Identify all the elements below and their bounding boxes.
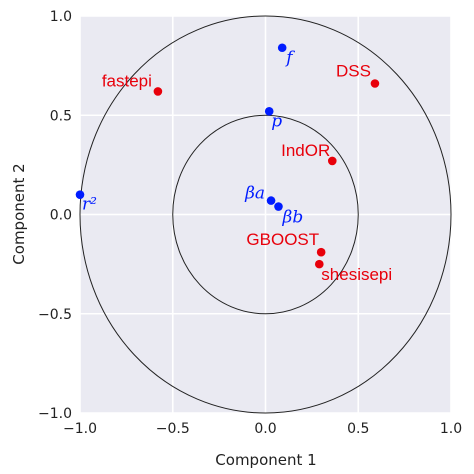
point-label: f (284, 48, 295, 68)
y-axis-label: Component 2 (10, 163, 28, 264)
data-point (316, 247, 326, 257)
data-point (370, 79, 380, 88)
x-axis-label: Component 1 (215, 451, 316, 469)
point-label: GBOOST (246, 230, 319, 249)
point-label: p (271, 111, 282, 131)
x-tick-label: −1.0 (63, 421, 97, 437)
data-point (277, 43, 287, 53)
reference-circles (79, 15, 452, 414)
data-point (153, 87, 163, 96)
data-points (75, 43, 380, 269)
point-label: r² (82, 195, 97, 215)
point-label: fastepi (102, 71, 152, 90)
reference-circle (172, 114, 359, 315)
y-tick-label: 1.0 (50, 9, 72, 25)
reference-circle (79, 15, 452, 414)
x-tick-label: 0.5 (347, 421, 369, 437)
x-tick-label: 0.0 (254, 421, 276, 437)
y-tick-label: 0.0 (50, 208, 72, 224)
y-tick-labels: −1.0 −0.5 0.0 0.5 1.0 (38, 9, 72, 422)
y-tick-label: −0.5 (38, 307, 72, 323)
x-tick-label: −0.5 (156, 421, 190, 437)
data-point (264, 106, 274, 116)
data-point (266, 196, 276, 205)
x-tick-labels: −1.0 −0.5 0.0 0.5 1.0 (63, 421, 462, 437)
x-tick-label: 1.0 (440, 421, 462, 437)
point-label: IndOR (281, 141, 330, 160)
y-tick-label: 0.5 (50, 108, 72, 124)
data-point (274, 202, 283, 211)
y-tick-label: −1.0 (38, 406, 72, 422)
data-point (314, 259, 324, 269)
data-point (327, 156, 337, 166)
point-label: shesisepi (321, 265, 392, 284)
point-label: βa (244, 184, 265, 204)
data-point (75, 190, 85, 199)
point-label: βb (281, 208, 303, 228)
point-label: DSS (336, 61, 371, 80)
